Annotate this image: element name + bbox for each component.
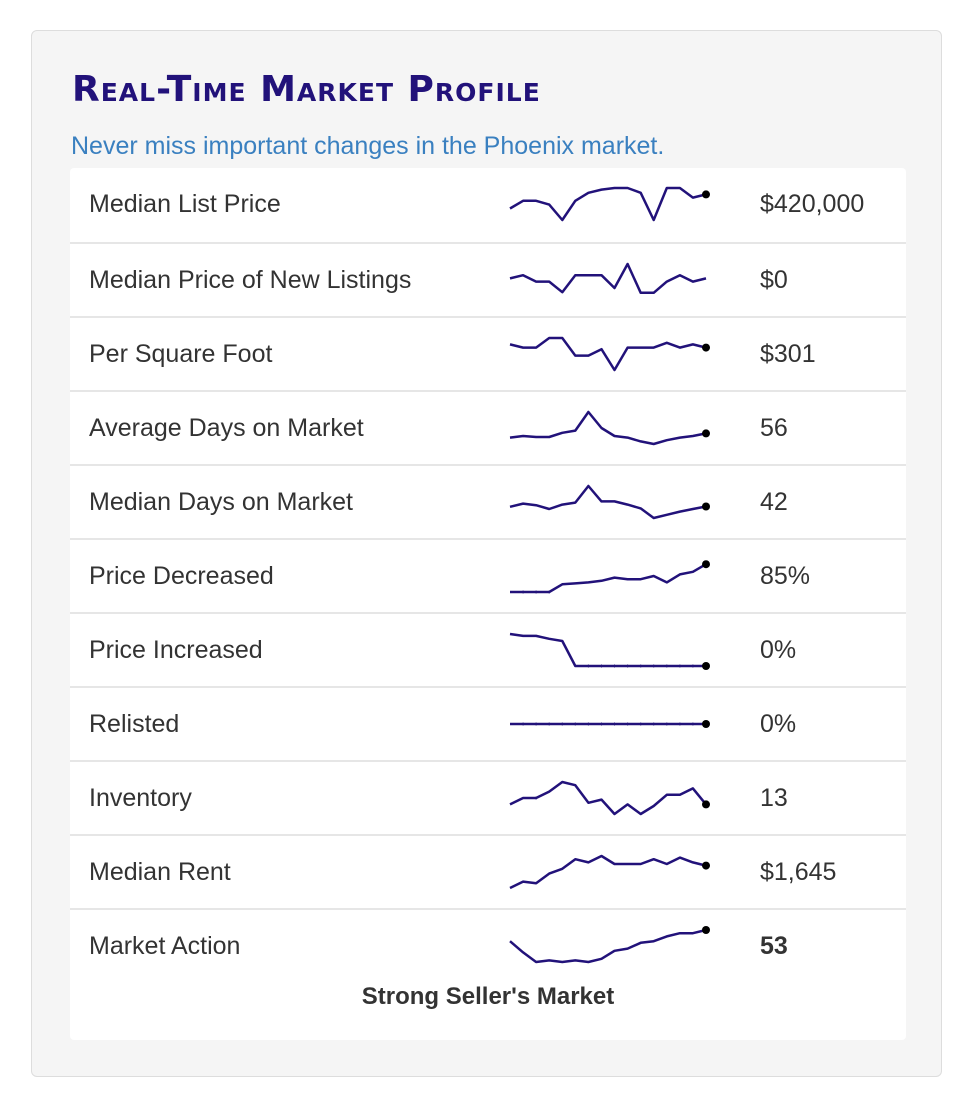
table-row: Median List Price $420,000 — [70, 168, 906, 242]
sparkline-path — [509, 632, 706, 668]
table-row: Per Square Foot $301 — [70, 316, 906, 390]
table-row: Price Decreased 85% — [70, 538, 906, 612]
sparkline-path — [509, 336, 707, 372]
table-row: Market Action 53 — [70, 908, 906, 982]
trend-sparkline — [509, 484, 710, 520]
table-row: Median Price of New Listings $0 — [70, 242, 906, 316]
sparkline-endpoint — [702, 502, 710, 511]
trend-sparkline — [509, 186, 710, 222]
row-label: Median Days on Market — [89, 488, 354, 516]
trend-sparkline — [509, 262, 707, 295]
sparkline-endpoint — [702, 429, 710, 438]
trend-sparkline — [509, 632, 710, 670]
row-label: Inventory — [89, 784, 192, 812]
sparkline-endpoint — [702, 560, 710, 569]
row-label: Market Action — [89, 932, 241, 960]
row-value: 42 — [760, 488, 788, 516]
row-value: $420,000 — [760, 190, 865, 218]
sparkline-path — [509, 186, 707, 222]
table-row: Median Days on Market 42 — [70, 464, 906, 538]
trend-sparkline — [509, 926, 710, 964]
trend-sparkline — [510, 720, 710, 728]
trend-sparkline — [509, 780, 710, 816]
sparkline-endpoint — [702, 720, 710, 728]
sparkline-endpoint — [702, 800, 710, 809]
row-value: 13 — [760, 784, 788, 812]
table-row: Inventory 13 — [70, 760, 906, 834]
table-row: Price Increased 0% — [70, 612, 906, 686]
sparkline-endpoint — [702, 662, 710, 670]
sparkline-path — [509, 262, 707, 295]
market-table: Median List Price $420,000 Median Price of… — [70, 168, 906, 1040]
sparkline-path — [509, 484, 707, 520]
row-label: Relisted — [89, 710, 180, 738]
trend-sparkline — [509, 410, 710, 446]
sparkline-endpoint — [702, 926, 710, 934]
sparkline-endpoint — [702, 861, 710, 870]
sparkline-path — [509, 928, 707, 964]
row-label: Price Increased — [89, 636, 263, 664]
row-label: Per Square Foot — [89, 340, 273, 368]
row-value: 0% — [760, 636, 797, 664]
table-row: Average Days on Market 56 — [70, 390, 906, 464]
row-label: Average Days on Market — [89, 414, 364, 442]
row-value: 56 — [760, 414, 788, 442]
trend-sparkline — [509, 854, 710, 890]
market-profile-panel: Real-Time Market Profile Never miss impo… — [31, 30, 942, 1077]
page-title: Real-Time Market Profile — [72, 69, 541, 110]
trend-sparkline — [509, 336, 710, 372]
sparkline-path — [509, 410, 707, 446]
table-row: Relisted 0% — [70, 686, 906, 760]
sparkline-endpoint — [702, 343, 710, 352]
trend-sparkline — [510, 560, 710, 594]
sparkline-endpoint — [702, 190, 710, 199]
sparkline-path — [510, 563, 707, 594]
row-value: $1,645 — [760, 858, 837, 886]
row-label: Median Price of New Listings — [89, 266, 412, 294]
row-value: $301 — [760, 340, 816, 368]
row-value: 53 — [760, 932, 788, 960]
row-label: Price Decreased — [89, 562, 274, 590]
row-label: Median Rent — [89, 858, 231, 886]
subtitle: Never miss important changes in the Phoe… — [71, 132, 665, 160]
row-value: 0% — [760, 710, 797, 738]
market-status: Strong Seller's Market — [361, 983, 615, 1010]
row-label: Median List Price — [89, 190, 281, 218]
sparkline-path — [509, 854, 707, 890]
row-value: 85% — [760, 562, 811, 590]
sparkline-path — [509, 780, 707, 816]
row-value: $0 — [760, 266, 788, 294]
table-row: Median Rent $1,645 — [70, 834, 906, 908]
